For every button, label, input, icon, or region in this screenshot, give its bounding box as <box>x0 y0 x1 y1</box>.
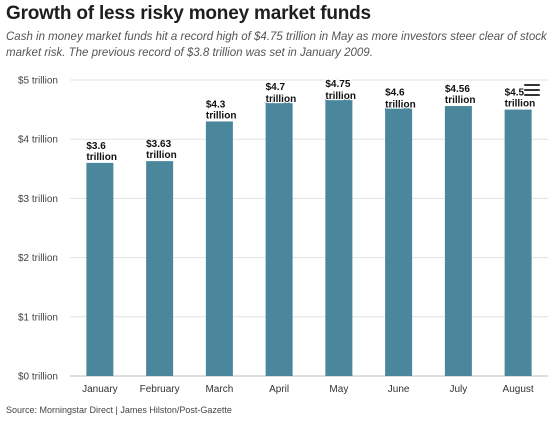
bar <box>205 121 233 376</box>
x-tick-label: March <box>205 384 233 395</box>
y-tick-label: $5 trillion <box>18 76 58 87</box>
data-label-value: $3.63 <box>146 139 171 150</box>
y-tick-label: $3 trillion <box>18 194 58 205</box>
x-tick-label: July <box>449 384 467 395</box>
x-tick-label: June <box>388 384 410 395</box>
x-tick-label: August <box>503 384 534 395</box>
data-labels: $3.6trillion$3.63trillion$4.3trillion$4.… <box>86 78 536 163</box>
data-label-value: $4.5 <box>505 88 525 99</box>
data-label-unit: trillion <box>325 91 356 102</box>
data-label-value: $4.56 <box>445 84 470 95</box>
x-tick-label: February <box>140 384 180 395</box>
data-label-unit: trillion <box>206 110 237 121</box>
x-tick-label: January <box>82 384 118 395</box>
data-label-unit: trillion <box>445 95 476 106</box>
y-tick-label: $2 trillion <box>18 253 58 264</box>
bar <box>86 162 114 376</box>
data-label-unit: trillion <box>86 152 117 163</box>
bar <box>504 109 532 376</box>
hamburger-menu-icon[interactable] <box>524 84 540 98</box>
source-note: Source: Morningstar Direct | James Hilst… <box>6 405 232 415</box>
bar <box>444 106 472 376</box>
gridlines <box>70 79 548 377</box>
bars <box>86 94 532 377</box>
bar <box>325 94 353 377</box>
bar <box>385 103 413 377</box>
y-tick-label: $1 trillion <box>18 312 58 323</box>
y-tick-label: $4 trillion <box>18 135 58 146</box>
data-label-unit: trillion <box>505 99 536 110</box>
data-label-unit: trillion <box>266 94 297 105</box>
y-axis-tick-labels: $0 trillion $1 trillion $2 trillion $3 tril… <box>18 76 58 383</box>
bar <box>146 161 174 376</box>
chart-title: Growth of less risky money market funds <box>6 3 371 24</box>
data-label-unit: trillion <box>385 100 416 111</box>
data-label-value: $4.3 <box>206 99 226 110</box>
x-axis-tick-labels: January February March April May June July Augu… <box>82 384 534 395</box>
data-label-value: $4.6 <box>385 88 405 99</box>
data-label-value: $3.6 <box>86 141 106 152</box>
x-tick-label: April <box>269 384 289 395</box>
chart-subtitle: Cash in money market funds hit a record … <box>6 31 547 59</box>
data-label-unit: trillion <box>146 150 177 161</box>
data-label-value: $4.7 <box>266 82 286 93</box>
bar <box>265 97 293 376</box>
x-tick-label: May <box>329 384 348 395</box>
data-label-value: $4.75 <box>325 79 350 90</box>
y-tick-label: $0 trillion <box>18 372 58 383</box>
